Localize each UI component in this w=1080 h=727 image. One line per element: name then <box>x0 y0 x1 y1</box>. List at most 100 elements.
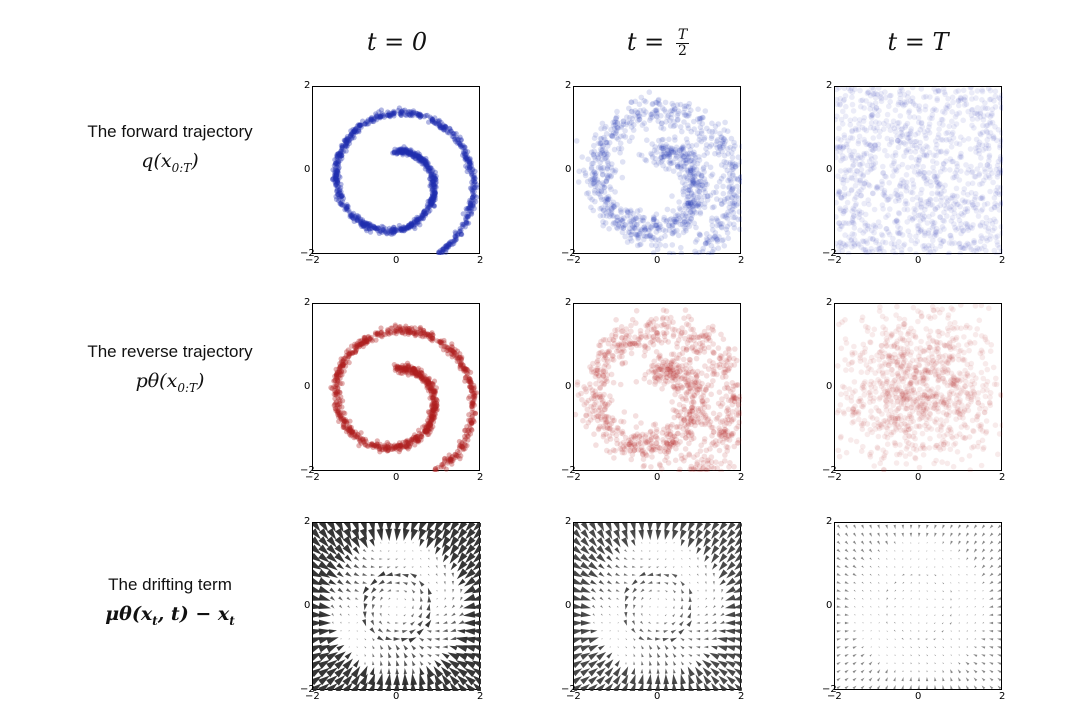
scatter-point <box>712 150 718 157</box>
scatter-point <box>700 401 706 408</box>
scatter-point <box>838 143 844 149</box>
scatter-point <box>385 445 391 451</box>
scatter-point <box>699 397 706 404</box>
scatter-point <box>685 193 692 200</box>
scatter-point <box>675 328 682 334</box>
scatter-point <box>606 139 613 146</box>
scatter-point <box>631 225 638 232</box>
scatter-point <box>405 150 411 156</box>
scatter-point <box>889 162 895 169</box>
scatter-point <box>938 190 945 196</box>
scatter-point <box>991 247 998 254</box>
scatter-point <box>406 149 412 155</box>
scatter-point <box>335 411 341 417</box>
scatter-point <box>464 214 470 220</box>
scatter-point <box>355 432 361 438</box>
scatter-point <box>623 121 629 128</box>
scatter-point <box>950 129 956 136</box>
scatter-point <box>602 351 608 358</box>
scatter-point <box>609 212 615 219</box>
scatter-point <box>646 233 653 239</box>
scatter-point <box>652 155 659 162</box>
scatter-point <box>429 116 435 122</box>
scatter-point <box>406 151 412 157</box>
scatter-point <box>431 414 437 420</box>
scatter-point <box>333 173 339 179</box>
scatter-point <box>347 133 354 139</box>
scatter-point <box>602 220 609 226</box>
scatter-point <box>699 343 706 349</box>
scatter-point <box>356 436 362 442</box>
scatter-point <box>850 205 856 212</box>
scatter-point <box>910 181 917 187</box>
scatter-point <box>396 146 403 152</box>
scatter-point <box>590 180 596 187</box>
scatter-point <box>897 113 904 119</box>
scatter-point <box>348 131 355 137</box>
scatter-point <box>469 172 475 178</box>
scatter-point <box>337 381 343 387</box>
scatter-point <box>675 163 681 169</box>
scatter-point <box>951 240 958 246</box>
scatter-point <box>708 242 715 249</box>
scatter-point <box>425 426 431 433</box>
scatter-point <box>720 213 726 219</box>
scatter-point <box>626 333 632 339</box>
scatter-point <box>469 186 475 192</box>
scatter-point <box>602 155 608 162</box>
scatter-point <box>704 417 711 423</box>
scatter-point <box>973 149 979 155</box>
scatter-point <box>851 196 858 202</box>
scatter-point <box>694 387 701 393</box>
scatter-point <box>602 136 608 143</box>
scatter-point <box>660 307 667 313</box>
scatter-point <box>938 197 944 204</box>
scatter-point <box>425 331 431 337</box>
scatter-point <box>663 374 670 381</box>
scatter-point <box>597 164 604 170</box>
scatter-point <box>594 151 601 158</box>
scatter-point <box>999 130 1003 136</box>
scatter-point <box>636 113 643 120</box>
scatter-point <box>714 137 721 143</box>
scatter-point <box>471 181 477 187</box>
scatter-point <box>628 99 634 105</box>
scatter-point <box>735 200 742 207</box>
scatter-point <box>447 125 453 131</box>
scatter-point <box>669 443 675 449</box>
scatter-point <box>343 141 349 147</box>
scatter-point <box>702 181 709 187</box>
scatter-point <box>897 182 903 189</box>
scatter-point <box>923 199 929 205</box>
scatter-point <box>414 434 420 440</box>
scatter-point <box>895 144 902 151</box>
scatter-point <box>392 322 398 328</box>
scatter-point <box>961 209 968 216</box>
scatter-point <box>683 227 689 234</box>
scatter-point <box>835 143 841 150</box>
scatter-point <box>397 443 403 449</box>
scatter-point <box>672 376 679 383</box>
scatter-point <box>670 208 676 214</box>
scatter-point <box>379 229 385 235</box>
scatter-point <box>925 127 931 134</box>
scatter-point <box>636 112 642 119</box>
scatter-point <box>353 347 359 353</box>
scatter-point <box>837 95 844 102</box>
scatter-point <box>840 108 846 115</box>
scatter-point <box>998 100 1003 106</box>
scatter-point <box>608 164 614 171</box>
scatter-point <box>981 243 988 250</box>
scatter-point <box>997 142 1003 149</box>
scatter-point <box>932 246 939 252</box>
scatter-point <box>729 401 736 408</box>
scatter-point <box>698 115 704 122</box>
scatter-point <box>400 224 406 230</box>
scatter-point <box>455 139 461 145</box>
scatter-point <box>418 437 424 443</box>
fraction-denominator: 2 <box>678 43 687 59</box>
scatter-point <box>360 218 366 224</box>
scatter-point <box>640 232 647 239</box>
scatter-point <box>343 352 349 359</box>
scatter-point <box>884 111 891 118</box>
